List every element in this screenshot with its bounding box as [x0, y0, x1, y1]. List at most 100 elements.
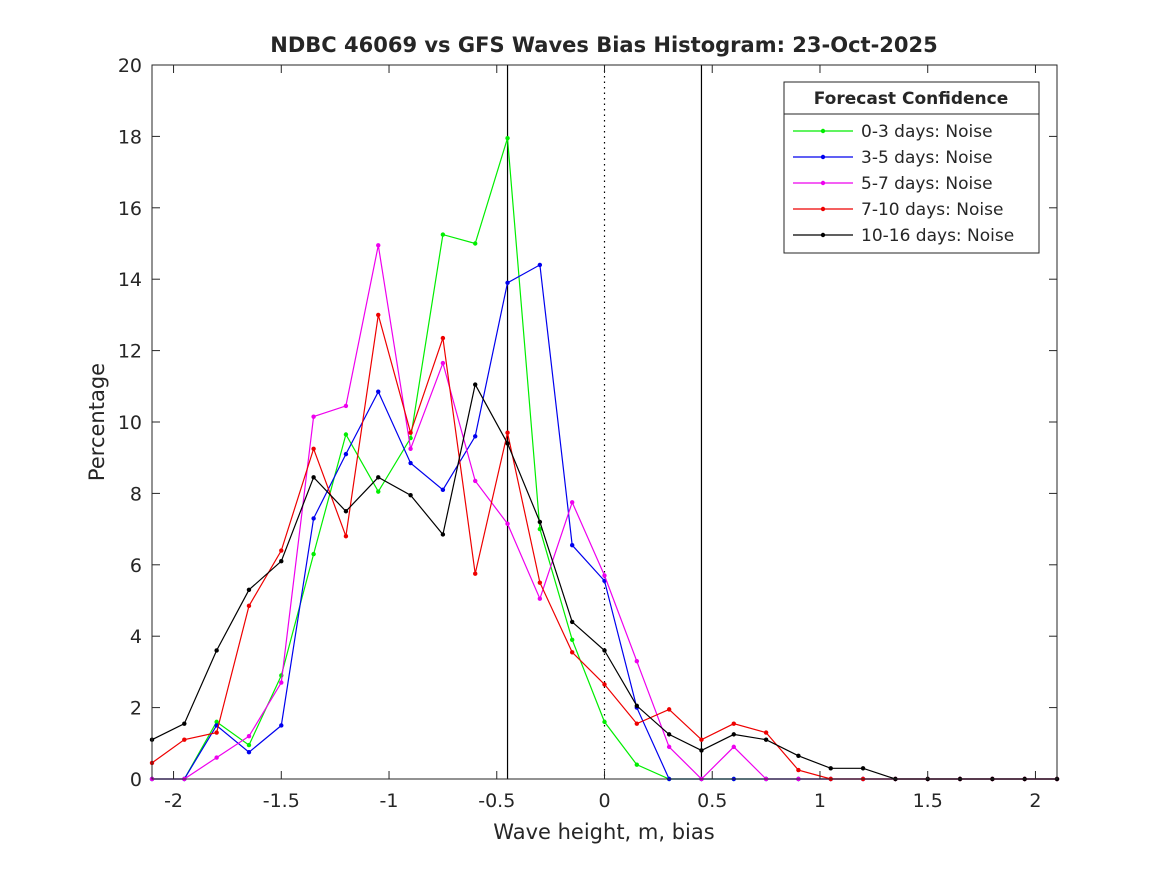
y-tick-label: 4 [130, 626, 142, 648]
data-point [408, 446, 413, 451]
data-point [311, 414, 316, 419]
y-tick-label: 20 [118, 55, 142, 77]
data-point [763, 730, 769, 735]
data-point [473, 241, 478, 246]
data-point [311, 475, 316, 480]
data-point [279, 680, 284, 685]
data-point [634, 703, 640, 709]
data-point [602, 682, 607, 687]
data-point [731, 732, 736, 737]
data-point [796, 753, 801, 758]
data-point [376, 389, 381, 394]
data-point [440, 335, 446, 341]
legend-item: 10-16 days: Noise [793, 226, 1014, 246]
data-point [666, 732, 672, 737]
y-tick-label: 10 [118, 412, 142, 434]
legend: Forecast Confidence 0-3 days: Noise 3-5 d… [783, 81, 1040, 254]
data-point [602, 719, 607, 725]
data-point [440, 360, 446, 366]
legend-box [783, 81, 1040, 254]
x-tick-label: 1.5 [913, 790, 943, 812]
data-point [602, 573, 607, 578]
x-tick-label: -1.5 [263, 790, 300, 812]
data-point [569, 619, 575, 625]
data-point [214, 648, 219, 653]
x-tick-label: -0.5 [478, 790, 515, 812]
data-point [214, 755, 219, 760]
data-point [569, 650, 575, 655]
data-point [376, 489, 381, 494]
data-point [246, 742, 252, 748]
data-point [214, 719, 219, 725]
y-tick-label: 12 [118, 341, 142, 363]
data-point [473, 571, 478, 576]
y-tick-label: 18 [118, 126, 142, 148]
data-point [376, 243, 381, 248]
x-tick-label: 0.5 [697, 790, 727, 812]
x-tick-label: -2 [164, 790, 183, 812]
data-point [569, 637, 575, 642]
y-tick-label: 2 [130, 698, 142, 720]
data-point [440, 532, 446, 537]
data-point [505, 430, 510, 435]
legend-item: 7-10 days: Noise [793, 200, 1003, 220]
data-point [569, 500, 575, 505]
data-point [246, 587, 252, 592]
data-point [537, 519, 543, 525]
data-point [505, 280, 510, 285]
data-point [246, 733, 252, 739]
data-point [731, 721, 736, 726]
legend-label: 10-16 days: Noise [861, 226, 1014, 246]
data-point [666, 744, 672, 750]
data-point [343, 534, 349, 539]
data-point [537, 262, 543, 268]
data-point [214, 730, 219, 735]
data-point [473, 478, 478, 484]
legend-item: 0-3 days: Noise [793, 122, 993, 142]
data-point [699, 748, 704, 753]
y-tick-label: 16 [118, 198, 142, 220]
data-point [634, 721, 640, 726]
y-tick-label: 14 [118, 269, 142, 291]
data-point [731, 744, 736, 750]
legend-marker [820, 128, 826, 134]
legend-label: 5-7 days: Noise [861, 174, 993, 194]
data-point [537, 526, 543, 532]
data-point [408, 492, 413, 498]
legend-label: 3-5 days: Noise [861, 148, 993, 168]
data-point [634, 762, 640, 767]
y-axis: 0 2 4 6 8 10 12 14 16 18 20 [118, 55, 1057, 791]
data-point [537, 580, 543, 585]
data-point [473, 434, 478, 439]
data-point [311, 446, 316, 451]
data-point [666, 707, 672, 712]
data-point [311, 516, 316, 521]
data-point [279, 559, 284, 564]
data-point [182, 737, 187, 742]
data-point [376, 312, 381, 318]
data-point [343, 451, 349, 457]
legend-item: 3-5 days: Noise [793, 148, 993, 168]
data-point [343, 403, 349, 409]
data-point [311, 551, 316, 557]
x-tick-label: 1 [814, 790, 826, 812]
legend-label: 0-3 days: Noise [861, 122, 993, 142]
data-point [408, 460, 413, 466]
y-tick-label: 0 [130, 769, 142, 791]
data-point [634, 658, 640, 664]
data-point [505, 441, 510, 446]
legend-label: 7-10 days: Noise [861, 200, 1003, 220]
data-point [376, 475, 381, 480]
legend-marker [820, 154, 826, 160]
data-point [699, 737, 704, 742]
series-layer [149, 135, 1060, 782]
y-axis-label: Percentage [85, 363, 109, 481]
reference-lines [506, 65, 703, 779]
x-axis-label: Wave height, m, bias [493, 820, 714, 844]
x-tick-label: -1 [380, 790, 399, 812]
data-point [246, 603, 252, 609]
data-point [408, 430, 413, 435]
legend-marker [820, 206, 826, 212]
data-point [343, 509, 349, 514]
data-point [473, 382, 478, 387]
